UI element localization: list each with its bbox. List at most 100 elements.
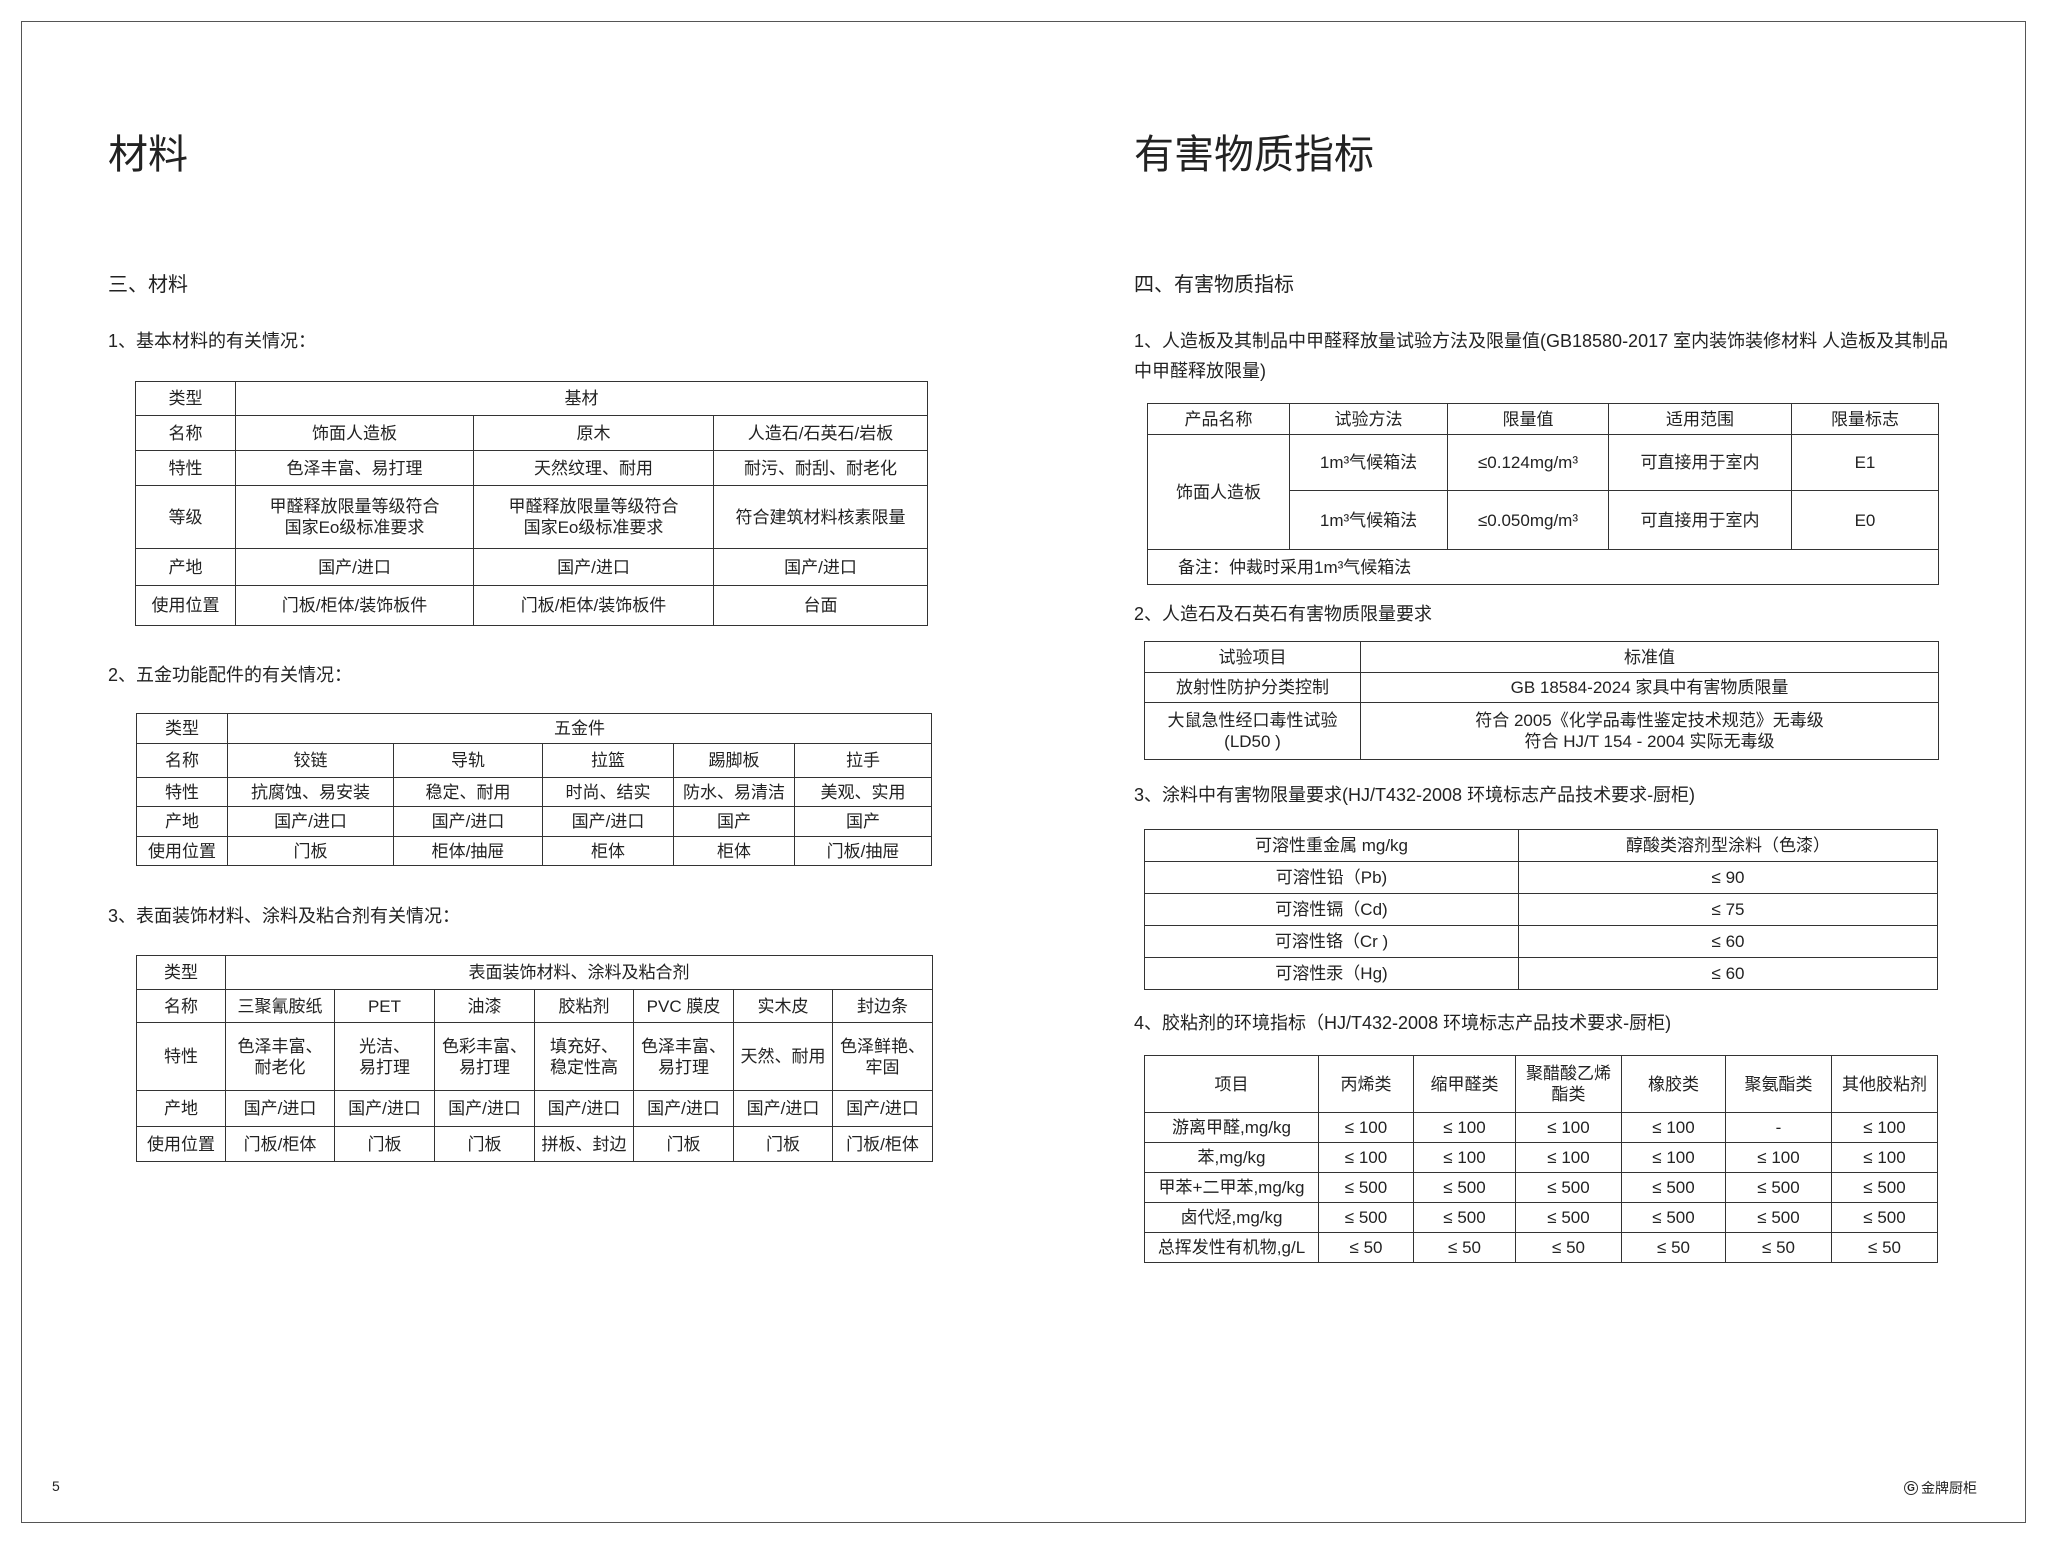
table-cell: ≤0.124mg/m³ bbox=[1447, 434, 1609, 491]
table-cell: ≤ 500 bbox=[1515, 1172, 1622, 1203]
table-cell: 门板/柜体/装饰板件 bbox=[473, 585, 714, 626]
table-cell: 甲醛释放限量等级符合 国家Eo级标准要求 bbox=[473, 485, 714, 549]
table-cell: 耐污、耐刮、耐老化 bbox=[713, 450, 928, 486]
table-cell: 色彩丰富、 易打理 bbox=[434, 1022, 535, 1091]
table-cell: E1 bbox=[1791, 434, 1939, 491]
table-header-row: 类型 表面装饰材料、涂料及粘合剂 bbox=[136, 955, 934, 990]
table-cell: 五金件 bbox=[226, 713, 933, 744]
table-cell: 饰面人造板 bbox=[1147, 434, 1290, 550]
table-row: 可溶性铅（Pb) ≤ 90 bbox=[1144, 861, 1938, 894]
table-cell: - bbox=[1725, 1112, 1832, 1143]
table-cell: 国产/进口 bbox=[227, 806, 394, 837]
page-number: 5 bbox=[52, 1478, 60, 1494]
table-cell: ≤ 100 bbox=[1831, 1142, 1938, 1173]
table-cell: ≤ 100 bbox=[1413, 1142, 1516, 1173]
table-cell: 表面装饰材料、涂料及粘合剂 bbox=[224, 955, 934, 990]
table-cell: ≤ 100 bbox=[1515, 1112, 1622, 1143]
table-cell: 国产/进口 bbox=[334, 1090, 435, 1127]
table-cell: 1m³气候箱法 bbox=[1289, 434, 1448, 491]
table-cell: 备注：仲裁时采用1m³气候箱法 bbox=[1147, 549, 1939, 585]
table-cell: 限量值 bbox=[1447, 403, 1609, 435]
table-cell: 时尚、结实 bbox=[542, 777, 674, 807]
table-cell: ≤ 500 bbox=[1318, 1172, 1414, 1203]
table-cell: 产地 bbox=[136, 806, 228, 837]
table-cell: 国产/进口 bbox=[831, 1090, 934, 1127]
table-cell: ≤ 60 bbox=[1518, 925, 1938, 958]
table-cell: 甲苯+二甲苯,mg/kg bbox=[1144, 1172, 1319, 1203]
left-page-title: 材料 bbox=[108, 133, 188, 177]
table-cell: PET bbox=[334, 989, 435, 1023]
table-cell: 饰面人造板 bbox=[235, 415, 474, 451]
table-cell: 甲醛释放限量等级符合 国家Eo级标准要求 bbox=[235, 485, 474, 549]
table-cell: 门板 bbox=[733, 1126, 833, 1162]
table-row: 名称 铰链 导轨 拉篮 踢脚板 拉手 bbox=[136, 743, 933, 778]
table-cell: ≤ 100 bbox=[1318, 1112, 1414, 1143]
subheading-basic-materials: 1、基本材料的有关情况： bbox=[108, 331, 317, 351]
table-cell: ≤ 100 bbox=[1621, 1142, 1726, 1173]
table-cell: 门板/柜体 bbox=[225, 1126, 335, 1162]
table-cell: 实木皮 bbox=[733, 989, 833, 1023]
table-cell: 三聚氰胺纸 bbox=[225, 989, 335, 1023]
table-cell: 国产/进口 bbox=[434, 1090, 535, 1127]
table-cell: 防水、易清洁 bbox=[673, 777, 795, 807]
table-row: 饰面人造板 1m³气候箱法 ≤0.124mg/m³ 可直接用于室内 E1 bbox=[1147, 434, 1939, 550]
table-cell: ≤ 50 bbox=[1831, 1232, 1938, 1263]
table-cell: 国产/进口 bbox=[542, 806, 674, 837]
table-cell: 国产/进口 bbox=[225, 1090, 335, 1127]
table-cell: 名称 bbox=[136, 743, 228, 778]
table-cell: GB 18584-2024 家具中有害物质限量 bbox=[1360, 672, 1939, 703]
table-cell: 使用位置 bbox=[136, 836, 228, 866]
table-cell: 卤代烃,mg/kg bbox=[1144, 1202, 1319, 1233]
table-cell: 柜体 bbox=[542, 836, 674, 866]
table-row: 可溶性汞（Hg) ≤ 60 bbox=[1144, 957, 1938, 990]
table-cell: 可溶性铬（Cr ) bbox=[1144, 925, 1519, 958]
table-cell: ≤ 500 bbox=[1413, 1202, 1516, 1233]
table-cell: 国产/进口 bbox=[534, 1090, 634, 1127]
table-cell: 等级 bbox=[135, 485, 236, 549]
table-cell: ≤ 75 bbox=[1518, 893, 1938, 926]
table-cell: ≤ 100 bbox=[1318, 1142, 1414, 1173]
table-cell: ≤ 50 bbox=[1318, 1232, 1414, 1263]
table-cell: 大鼠急性经口毒性试验 (LD50 ) bbox=[1144, 702, 1361, 760]
hardware-table: 类型 五金件 名称 铰链 导轨 拉篮 踢脚板 拉手 特性 抗腐蚀、易安装 稳定、耐用 时尚、结实 防水、… bbox=[136, 713, 933, 866]
table-cell: 导轨 bbox=[393, 743, 543, 778]
table-cell: 门板 bbox=[633, 1126, 734, 1162]
table-cell: ≤ 60 bbox=[1518, 957, 1938, 990]
table-cell: ≤ 500 bbox=[1318, 1202, 1414, 1233]
table-row: 产地 国产/进口 国产/进口 国产/进口 国产 国产 bbox=[136, 806, 933, 837]
table-cell: 标准值 bbox=[1360, 641, 1939, 673]
table-cell: 国产/进口 bbox=[633, 1090, 734, 1127]
table-cell: ≤ 500 bbox=[1831, 1202, 1938, 1233]
table-cell: 门板/抽屉 bbox=[793, 836, 933, 866]
table-cell: 国产/进口 bbox=[473, 548, 714, 586]
artificial-stone-table: 试验项目 标准值 放射性防护分类控制 GB 18584-2024 家具中有害物质限量大… bbox=[1144, 641, 1939, 760]
table-cell: 橡胶类 bbox=[1621, 1055, 1726, 1113]
table-cell: 总挥发性有机物,g/L bbox=[1144, 1232, 1319, 1263]
table-cell: 天然、耐用 bbox=[733, 1022, 833, 1091]
table-header-row: 项目 丙烯类 缩甲醛类 聚醋酸乙烯 酯类 橡胶类 聚氨酯类 其他胶粘剂 bbox=[1144, 1055, 1938, 1113]
right-page-title: 有害物质指标 bbox=[1134, 133, 1374, 177]
table-cell: 可直接用于室内 bbox=[1608, 434, 1792, 491]
table-cell: ≤ 500 bbox=[1413, 1172, 1516, 1203]
table-cell: 其他胶粘剂 bbox=[1831, 1055, 1938, 1113]
subheading-surface-materials: 3、表面装饰材料、涂料及粘合剂有关情况： bbox=[108, 906, 461, 926]
subheading-coating: 3、涂料中有害物限量要求(HJ/T432-2008 环境标志产品技术要求-厨柜) bbox=[1134, 785, 1696, 805]
subheading-formaldehyde: 1、人造板及其制品中甲醛释放量试验方法及限量值(GB18580-2017 室内装… bbox=[1134, 331, 1949, 381]
table-cell: PVC 膜皮 bbox=[633, 989, 734, 1023]
page-frame bbox=[21, 21, 2026, 1523]
table-cell: 产地 bbox=[136, 1090, 226, 1127]
subheading-hardware: 2、五金功能配件的有关情况： bbox=[108, 665, 353, 685]
table-row: 特性 抗腐蚀、易安装 稳定、耐用 时尚、结实 防水、易清洁 美观、实用 bbox=[136, 777, 933, 807]
brand-logo-text: 金牌厨柜 bbox=[1921, 1480, 1977, 1496]
table-cell: ≤ 100 bbox=[1621, 1112, 1726, 1143]
table-cell: 原木 bbox=[473, 415, 714, 451]
table-cell: 可溶性重金属 mg/kg bbox=[1144, 829, 1519, 862]
table-cell: ≤ 90 bbox=[1518, 861, 1938, 894]
table-cell: 试验项目 bbox=[1144, 641, 1361, 673]
brand-logo: G 金牌厨柜 bbox=[1904, 1478, 1977, 1498]
table-row: 特性 色泽丰富、易打理 天然纹理、耐用 耐污、耐刮、耐老化 bbox=[135, 450, 928, 486]
table-cell: 门板 bbox=[227, 836, 394, 866]
subheading-artificial-stone: 2、人造石及石英石有害物质限量要求 bbox=[1134, 604, 1433, 624]
table-row: 备注：仲裁时采用1m³气候箱法 bbox=[1147, 549, 1939, 585]
adhesive-table: 项目 丙烯类 缩甲醛类 聚醋酸乙烯 酯类 橡胶类 聚氨酯类 其他胶粘剂 游离甲醛,mg/kg ≤… bbox=[1144, 1055, 1938, 1263]
